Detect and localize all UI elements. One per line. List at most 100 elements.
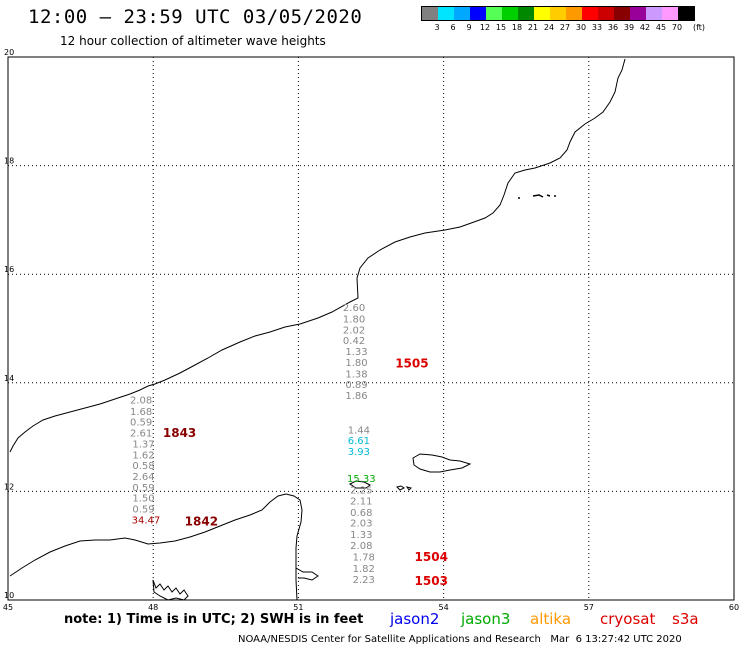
legend-swatch — [470, 7, 486, 20]
legend-label: 9 — [466, 23, 472, 32]
legend-label: 18 — [511, 23, 523, 32]
wave-height-value: 0.68 — [350, 508, 372, 519]
legend-label: 70 — [671, 23, 683, 32]
longitude-tick-label: 60 — [729, 603, 739, 612]
legend-swatch — [662, 7, 678, 20]
legend-label: 12 — [479, 23, 491, 32]
map-frame — [7, 56, 735, 601]
brothers-island — [396, 485, 405, 491]
satellite-jason3: jason3 — [461, 610, 511, 628]
units-note: note: 1) Time is in UTC; 2) SWH is in fe… — [64, 612, 364, 627]
chart-subtitle: 12 hour collection of altimeter wave hei… — [60, 34, 326, 48]
latitude-tick-label: 14 — [4, 374, 14, 383]
pass-time-label: 1505 — [395, 357, 428, 371]
pass-time-label: 1503 — [415, 574, 448, 588]
wave-height-value: 1.33 — [350, 530, 372, 541]
wave-height-value: 2.25 — [350, 486, 372, 497]
longitude-tick-label: 54 — [439, 603, 449, 612]
legend-label: 39 — [623, 23, 635, 32]
footer-credit: NOAA/NESDIS Center for Satellite Applica… — [238, 634, 682, 645]
longitude-tick-label: 57 — [584, 603, 594, 612]
pass-time-label: 1842 — [185, 515, 218, 529]
african-coastline — [9, 493, 303, 601]
legend-swatches — [421, 6, 695, 21]
wave-height-value: 1.82 — [353, 564, 375, 575]
wave-height-value: 0.59 — [130, 418, 152, 429]
map-grid: 45 48 51 54 57 60 10 12 14 16 18 20 — [3, 48, 739, 612]
wave-height-value: 1.38 — [345, 369, 367, 380]
longitude-tick-label: 51 — [293, 603, 303, 612]
coastal-feature — [152, 579, 189, 601]
wave-height-value: 2.11 — [350, 496, 372, 507]
wave-height-value: 0.58 — [132, 461, 154, 472]
legend-label: 3 — [434, 23, 440, 32]
wave-height-value: 1.37 — [132, 439, 154, 450]
wave-height-value: 1.50 — [132, 494, 154, 505]
satellite-altika: altika — [530, 610, 572, 628]
longitude-tick-label: 45 — [3, 603, 13, 612]
wave-height-value: 6.61 — [348, 436, 370, 447]
wave-height-value: 0.89 — [345, 380, 367, 391]
wave-height-values: 2.081.680.592.611.371.620.582.640.591.50… — [130, 303, 376, 586]
legend-swatch — [486, 7, 502, 20]
legend-swatch — [646, 7, 662, 20]
wave-height-value: 2.03 — [350, 519, 372, 530]
wave-height-value: 0.59 — [132, 483, 154, 494]
legend-label: 15 — [495, 23, 507, 32]
wave-height-value: 2.64 — [132, 472, 154, 483]
legend-swatch — [614, 7, 630, 20]
wave-height-value: 1.78 — [353, 552, 375, 563]
legend-swatch — [438, 7, 454, 20]
wave-height-value: 1.86 — [345, 391, 367, 402]
wave-height-value: 0.59 — [132, 505, 154, 516]
abd-al-kuri-island — [349, 480, 371, 489]
legend-label: 45 — [655, 23, 667, 32]
legend-label: 24 — [543, 23, 555, 32]
satellite-cryosat: cryosat — [600, 610, 656, 628]
color-legend: 3 6 9 12 15 18 21 24 27 30 33 36 39 42 45 70 (ft) — [421, 6, 705, 33]
legend-label: 36 — [607, 23, 619, 32]
longitude-tick-label: 48 — [148, 603, 158, 612]
legend-label: (ft) — [692, 23, 706, 32]
legend-swatch — [534, 7, 550, 20]
legend-swatch — [582, 7, 598, 20]
legend-swatch — [518, 7, 534, 20]
latitude-tick-label: 16 — [4, 265, 14, 274]
latitude-tick-label: 10 — [4, 591, 14, 600]
latitude-tick-label: 12 — [4, 482, 14, 491]
wave-height-value: 2.02 — [343, 325, 365, 336]
wave-height-value: 2.61 — [130, 429, 152, 440]
wave-height-value: 1.80 — [345, 358, 367, 369]
wave-height-value: 2.23 — [353, 575, 375, 586]
legend-swatch — [630, 7, 646, 20]
wave-height-value: 2.08 — [130, 395, 152, 406]
legend-swatch — [502, 7, 518, 20]
pass-time-label: 1504 — [415, 550, 448, 564]
legend-label: 6 — [450, 23, 456, 32]
legend-swatch — [422, 7, 438, 20]
wave-height-value: 1.68 — [130, 407, 152, 418]
legend-label: 30 — [575, 23, 587, 32]
socotra-island — [412, 453, 472, 473]
legend-label: 42 — [639, 23, 651, 32]
legend-label: 21 — [527, 23, 539, 32]
wave-height-value: 2.60 — [343, 303, 365, 314]
legend-swatch — [550, 7, 566, 20]
small-island — [405, 486, 412, 491]
kuria-muria-islands — [518, 194, 556, 199]
wave-height-value: 2.08 — [350, 541, 372, 552]
legend-label: 33 — [591, 23, 603, 32]
wave-height-value: 3.93 — [348, 447, 370, 458]
wave-height-value: 1.62 — [132, 450, 154, 461]
legend-label: 27 — [559, 23, 571, 32]
wave-height-value: 1.44 — [348, 425, 370, 436]
satellite-s3a: s3a — [672, 610, 699, 628]
legend-labels: 3 6 9 12 15 18 21 24 27 30 33 36 39 42 45 70 (ft) — [421, 21, 705, 33]
pass-time-label: 1843 — [163, 426, 196, 440]
wave-height-value: 15.33 — [347, 474, 376, 485]
wave-height-value: 0.42 — [343, 336, 365, 347]
legend-swatch — [598, 7, 614, 20]
satellite-jason2: jason2 — [390, 610, 440, 628]
latitude-tick-label: 20 — [4, 48, 14, 57]
